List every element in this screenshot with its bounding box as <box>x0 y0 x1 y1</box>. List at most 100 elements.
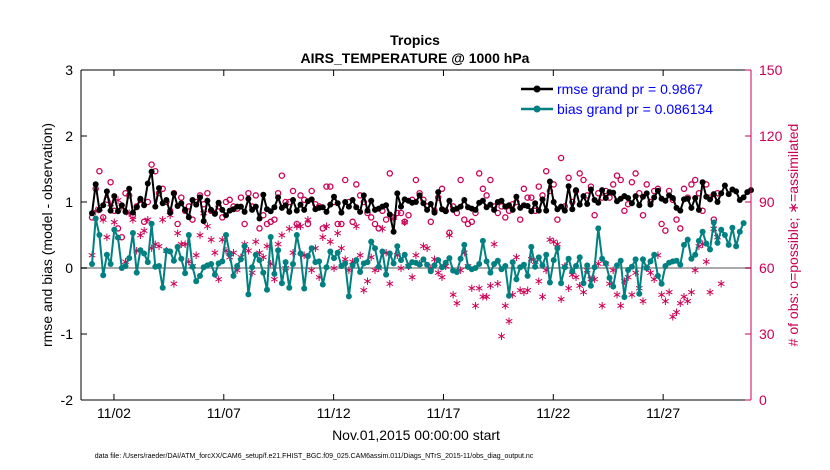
obs-assimilated-point: ∗ <box>586 272 596 286</box>
rmse-point <box>126 185 133 192</box>
rmse-point <box>383 202 390 209</box>
rmse-point <box>185 214 192 221</box>
bias-point <box>539 262 546 269</box>
obs-assimilated-point: ∗ <box>705 285 715 299</box>
obs-assimilated-point: ∗ <box>336 241 346 255</box>
obs-assimilated-point: ∗ <box>113 193 123 207</box>
bias-point <box>483 258 490 265</box>
obs-possible-point <box>412 176 420 184</box>
obs-assimilated-point: ∗ <box>597 298 607 312</box>
rmse-point <box>710 191 717 198</box>
obs-assimilated-point: ∗ <box>485 279 495 293</box>
rmse-series-line <box>91 171 752 232</box>
bias-point <box>714 239 721 246</box>
bias-point <box>628 263 635 270</box>
bias-point <box>587 282 594 289</box>
bias-point <box>264 286 270 293</box>
bias-point <box>357 269 364 275</box>
obs-possible-point <box>658 220 665 228</box>
obs-assimilated-point: ∗ <box>631 265 641 279</box>
right-tick-label: 120 <box>759 128 783 144</box>
bias-point <box>230 272 237 279</box>
bias-point <box>573 263 579 269</box>
obs-assimilated-point: ∗ <box>694 239 704 253</box>
rmse-point <box>528 208 535 215</box>
rmse-point <box>550 199 557 205</box>
bias-point <box>602 260 609 267</box>
bias-point <box>189 263 196 270</box>
rmse-point <box>297 201 304 208</box>
obs-assimilated-point: ∗ <box>214 272 224 286</box>
obs-assimilated-point: ∗ <box>578 285 588 299</box>
obs-assimilated-point: ∗ <box>515 283 525 297</box>
rmse-point <box>282 202 289 209</box>
rmse-point <box>338 209 345 216</box>
obs-assimilated-point: ∗ <box>456 263 466 277</box>
obs-possible-point <box>643 181 650 188</box>
rmse-point <box>431 209 438 216</box>
bias-point <box>554 245 561 252</box>
obs-assimilated-point: ∗ <box>712 230 722 244</box>
left-tick-label: 1 <box>65 194 73 210</box>
obs-assimilated-point: ∗ <box>98 213 108 227</box>
bias-point <box>703 240 710 247</box>
obs-assimilated-point: ∗ <box>381 246 391 260</box>
obs-assimilated-point: ∗ <box>102 230 112 244</box>
legend-box <box>516 78 745 120</box>
left-tick-label: 3 <box>65 62 73 78</box>
obs-possible-point <box>278 172 286 179</box>
obs-assimilated-point: ∗ <box>649 272 659 286</box>
bias-point <box>558 280 565 287</box>
obs-possible-point <box>308 187 315 195</box>
bias-point <box>405 263 412 269</box>
rmse-point <box>357 208 364 215</box>
bias-point <box>736 228 743 235</box>
obs-possible-point <box>96 167 103 175</box>
obs-assimilated-point: ∗ <box>184 254 194 268</box>
obs-assimilated-point: ∗ <box>180 237 190 251</box>
bias-point <box>144 259 151 266</box>
obs-assimilated-point: ∗ <box>366 250 376 264</box>
rmse-point <box>457 203 464 210</box>
obs-assimilated-point: ∗ <box>292 219 302 233</box>
right-tick-label: 0 <box>759 392 767 408</box>
left-tick-label: -2 <box>61 392 74 408</box>
bias-point <box>115 234 121 241</box>
legend-rmse-label: rmse grand pr = 0.9867 <box>557 81 703 97</box>
left-tick-label: 2 <box>65 128 73 144</box>
obs-assimilated-point: ∗ <box>504 314 514 328</box>
bias-point <box>193 278 200 285</box>
rmse-point <box>509 206 516 213</box>
bias-point <box>654 272 661 279</box>
rmse-point <box>546 178 553 185</box>
obs-possible-point <box>516 216 524 223</box>
bias-point <box>89 261 95 267</box>
obs-possible-point <box>341 176 349 184</box>
obs-assimilated-point: ∗ <box>199 206 209 220</box>
obs-assimilated-point: ∗ <box>135 228 145 242</box>
bias-point <box>446 255 453 262</box>
bias-point <box>345 293 352 300</box>
rmse-point <box>323 208 330 215</box>
obs-assimilated-point: ∗ <box>422 241 432 255</box>
bias-point <box>353 257 360 264</box>
obs-assimilated-point: ∗ <box>660 294 670 308</box>
obs-assimilated-point: ∗ <box>389 210 399 224</box>
bias-point <box>386 250 393 257</box>
rmse-point <box>260 191 267 198</box>
obs-assimilated-point: ∗ <box>683 294 693 308</box>
obs-assimilated-point: ∗ <box>433 265 443 279</box>
obs-possible-point <box>178 194 185 201</box>
obs-assimilated-point: ∗ <box>202 219 212 233</box>
bias-point <box>640 256 646 263</box>
bias-point <box>107 261 114 267</box>
rmse-point <box>141 202 148 209</box>
rmse-point <box>628 200 635 207</box>
rmse-point <box>398 203 404 210</box>
obs-assimilated-point: ∗ <box>444 228 454 242</box>
bias-point <box>182 270 189 277</box>
obs-assimilated-point: ∗ <box>590 272 600 286</box>
obs-assimilated-point: ∗ <box>176 237 186 251</box>
bias-point <box>197 272 203 279</box>
rmse-point <box>115 208 121 215</box>
